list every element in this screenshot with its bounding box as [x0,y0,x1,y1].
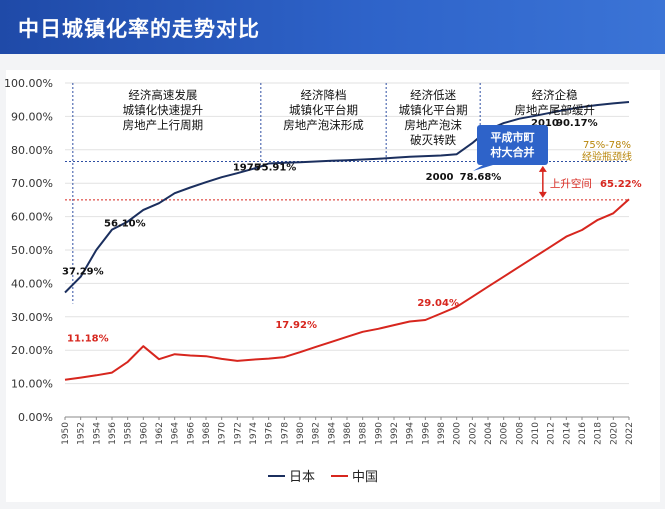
data-label: 11.18% [67,334,109,345]
legend: 日本 中国 [268,470,378,485]
phase-text: 经济降档 [301,88,347,102]
y-tick-label: 10.00% [11,378,53,391]
x-tick-label: 1990 [374,422,384,445]
x-tick-label: 1986 [343,422,353,445]
x-tick-label: 1962 [155,422,165,445]
phase-text: 房地产泡沫 [404,118,462,132]
x-tick-label: 2010 [531,422,541,445]
page-title: 中日城镇化率的走势对比 [18,17,260,41]
x-tick-label: 1952 [77,422,87,445]
phase-text: 经济企稳 [532,88,578,102]
y-tick-label: 80.00% [11,144,53,157]
data-label: 56.10% [104,219,146,230]
gap-arrow-head-up [538,165,547,172]
phase-text: 城镇化快速提升 [123,103,204,117]
x-tick-label: 2016 [578,422,588,445]
y-tick-label: 20.00% [11,344,53,357]
data-label: 17.92% [275,320,317,331]
x-tick-label: 1984 [327,422,337,445]
x-tick-label: 1970 [218,422,228,445]
x-tick-label: 1966 [186,422,196,445]
x-tick-label: 2002 [468,422,478,445]
y-axis-ticks: 0.00% 10.00% 20.00% 30.00% 40.00% 50.00% 60.00… [4,77,53,424]
x-tick-label: 1950 [61,422,71,445]
x-tick-label: 1964 [171,422,181,445]
x-tick-label: 2020 [609,422,619,445]
y-tick-label: 100.00% [4,77,53,90]
x-tick-label: 1974 [249,422,259,445]
gap-note: 上升空间 [550,177,592,190]
phase-text: 经济高速发展 [128,88,197,102]
x-tick-label: 1996 [421,422,431,445]
y-tick-label: 70.00% [11,177,53,190]
x-tick-label: 1998 [437,422,447,445]
y-tick-label: 0.00% [18,411,53,424]
x-tick-label: 1978 [280,422,290,445]
x-tick-label: 1988 [359,422,369,445]
data-label: 2000 [426,172,454,183]
phase-text: 城镇化平台期 [289,103,358,117]
legend-label: 中国 [352,470,378,485]
y-tick-label: 60.00% [11,211,53,224]
x-tick-label: 1994 [406,422,416,445]
x-tick-label: 2012 [547,422,557,445]
x-tick-label: 2000 [453,422,463,445]
x-tick-label: 1972 [233,422,243,445]
phase-text: 房地产泡沫形成 [283,118,364,132]
data-label: 75.91% [255,162,297,173]
x-tick-label: 1982 [312,422,322,445]
legend-label: 日本 [289,470,315,485]
threshold-note: 75%-78% [583,140,631,151]
series-line-japan [64,101,630,294]
callout-text: 村大合并 [491,145,535,159]
x-tick-label: 2008 [515,422,525,445]
phase-text: 房地产上行周期 [123,118,204,132]
threshold-note: 经验瓶颈线 [582,150,632,163]
callout-pointer [473,165,493,171]
x-tick-label: 1954 [92,422,102,445]
plot-background [6,70,660,502]
phase-annotations: 经济高速发展城镇化快速提升房地产上行周期经济降档城镇化平台期房地产泡沫形成经济低… [123,88,595,147]
series-line-china [64,198,630,381]
x-tick-label: 2018 [594,422,604,445]
phase-text: 房地产尾部缓升 [514,103,595,117]
y-tick-label: 40.00% [11,277,53,290]
data-label: 90.17% [556,118,598,129]
callout-box [477,125,548,165]
phase-text: 城镇化平台期 [399,103,468,117]
gap-arrow-head-down [538,191,547,198]
y-tick-label: 90.00% [11,110,53,123]
x-tick-label: 1968 [202,422,212,445]
phase-text: 经济低迷 [410,88,456,102]
gridlines [65,82,629,418]
y-tick-label: 30.00% [11,311,53,324]
x-axis-ticks: 1950 1952 1954 1956 1958 1960 1962 1964 1966 1968… [61,417,635,445]
x-tick-label: 2014 [562,422,572,445]
y-tick-label: 50.00% [11,244,53,257]
x-tick-label: 1956 [108,422,118,445]
series-lines [64,101,630,381]
x-tick-label: 2006 [500,422,510,445]
x-tick-label: 2004 [484,422,494,445]
data-label: 65.22% [600,179,642,190]
data-label: 37.29% [62,266,104,277]
x-tick-label: 1992 [390,422,400,445]
x-tick-label: 1960 [139,422,149,445]
header-banner: 中日城镇化率的走势对比 [0,0,665,54]
x-tick-label: 1976 [265,422,275,445]
x-tick-label: 1980 [296,422,306,445]
callout-text: 平成市町 [491,130,535,144]
x-tick-label: 1958 [124,422,134,445]
data-label: 2010 [531,118,559,129]
phase-dividers [72,83,481,304]
data-label: 1975 [233,163,261,174]
data-label: 78.68% [460,172,502,183]
x-tick-label: 2022 [625,422,635,445]
phase-text: 破灭转跌 [410,133,456,147]
data-label: 29.04% [417,298,459,309]
